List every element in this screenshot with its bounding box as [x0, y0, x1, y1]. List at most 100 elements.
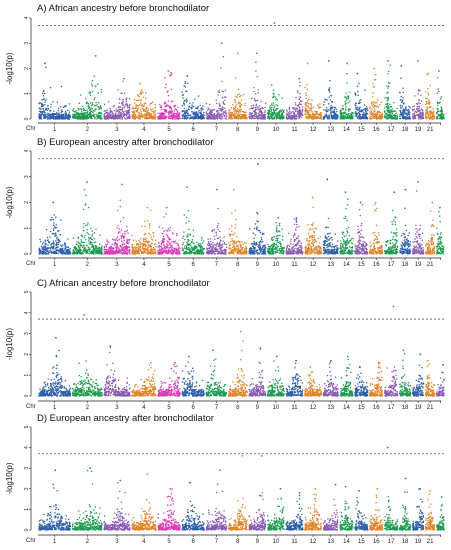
snp-point	[347, 95, 350, 97]
y-tick-label: 2	[24, 67, 30, 70]
panel-b-title: B) European ancestry after bronchodilato…	[37, 137, 213, 148]
snp-point	[358, 82, 360, 85]
snp-point	[75, 243, 78, 246]
snp-point	[77, 236, 80, 238]
snp-point	[94, 110, 96, 112]
snp-point	[57, 250, 60, 252]
snp-point	[281, 112, 283, 115]
snp-point	[41, 102, 43, 105]
snp-point	[40, 240, 42, 243]
snp-point	[209, 110, 212, 113]
snp-point	[390, 111, 392, 113]
snp-point	[350, 114, 353, 116]
snp-point	[292, 106, 294, 109]
snp-point	[77, 252, 79, 254]
snp-point	[342, 115, 344, 117]
snp-point	[99, 105, 102, 107]
snp-point	[124, 251, 126, 254]
snp-point	[299, 113, 301, 115]
snp-point	[172, 112, 174, 115]
snp-point	[72, 248, 75, 251]
snp-point	[109, 117, 111, 119]
snp-point	[93, 97, 96, 99]
snp-point	[301, 114, 303, 116]
snp-point	[88, 250, 91, 253]
snp-point	[288, 106, 291, 109]
snp-point	[131, 114, 133, 116]
snp-point	[346, 99, 348, 101]
snp-point	[211, 115, 214, 118]
snp-point	[103, 252, 105, 255]
snp-point	[244, 117, 247, 119]
snp-point	[344, 104, 347, 106]
snp-point	[195, 117, 197, 120]
snp-point	[207, 112, 209, 115]
snp-point	[329, 118, 331, 120]
snp-point	[82, 112, 84, 115]
snp-point	[280, 117, 283, 119]
snp-point	[216, 110, 218, 112]
snp-point	[94, 108, 96, 111]
snp-point	[46, 113, 48, 115]
snp-point	[236, 94, 239, 96]
snp-point	[123, 116, 126, 119]
snp-point	[58, 239, 60, 242]
x-tick-label: 17	[388, 127, 395, 133]
x-tick-label: 1	[53, 127, 57, 133]
snp-point	[212, 117, 214, 120]
peak-point	[298, 77, 301, 80]
snp-point	[151, 110, 153, 113]
snp-point	[267, 114, 270, 116]
snp-point	[202, 108, 204, 111]
snp-point	[250, 112, 252, 115]
snp-point	[319, 106, 322, 108]
snp-point	[118, 248, 120, 251]
snp-point	[228, 117, 231, 119]
snp-point	[121, 116, 123, 119]
snp-point	[271, 84, 273, 86]
snp-point	[359, 99, 362, 101]
snp-point	[91, 90, 94, 93]
snp-point	[402, 117, 405, 119]
snp-point	[128, 250, 130, 253]
snp-point	[222, 90, 225, 93]
snp-point	[128, 241, 130, 244]
snp-point	[356, 116, 359, 118]
snp-point	[167, 253, 169, 255]
snp-point	[224, 99, 226, 101]
snp-point	[38, 253, 41, 255]
snp-point	[215, 102, 218, 105]
snp-point	[149, 245, 152, 248]
snp-point	[59, 106, 62, 108]
snp-point	[436, 101, 439, 103]
snp-point	[159, 106, 161, 109]
snp-point	[436, 117, 439, 119]
snp-point	[43, 110, 45, 112]
snp-point	[51, 245, 53, 248]
snp-point	[209, 116, 212, 119]
snp-point	[148, 232, 150, 234]
snp-point	[108, 112, 111, 115]
snp-point	[113, 104, 115, 107]
peak-point	[327, 60, 330, 62]
snp-point	[53, 214, 56, 216]
snp-point	[415, 102, 418, 105]
snp-point	[121, 108, 124, 111]
snp-point	[170, 111, 172, 113]
snp-point	[125, 240, 128, 243]
snp-point	[154, 103, 156, 106]
snp-point	[51, 115, 53, 117]
snp-point	[347, 108, 350, 111]
snp-point	[254, 106, 257, 109]
snp-point	[81, 252, 83, 254]
snp-point	[414, 95, 416, 97]
x-tick-label: 17	[388, 262, 395, 268]
snp-point	[118, 114, 121, 116]
snp-point	[335, 114, 337, 117]
snp-point	[306, 88, 308, 91]
snp-point	[416, 111, 418, 113]
snp-point	[169, 106, 171, 109]
snp-point	[233, 116, 235, 119]
snp-point	[372, 113, 374, 115]
snp-point	[90, 237, 92, 239]
